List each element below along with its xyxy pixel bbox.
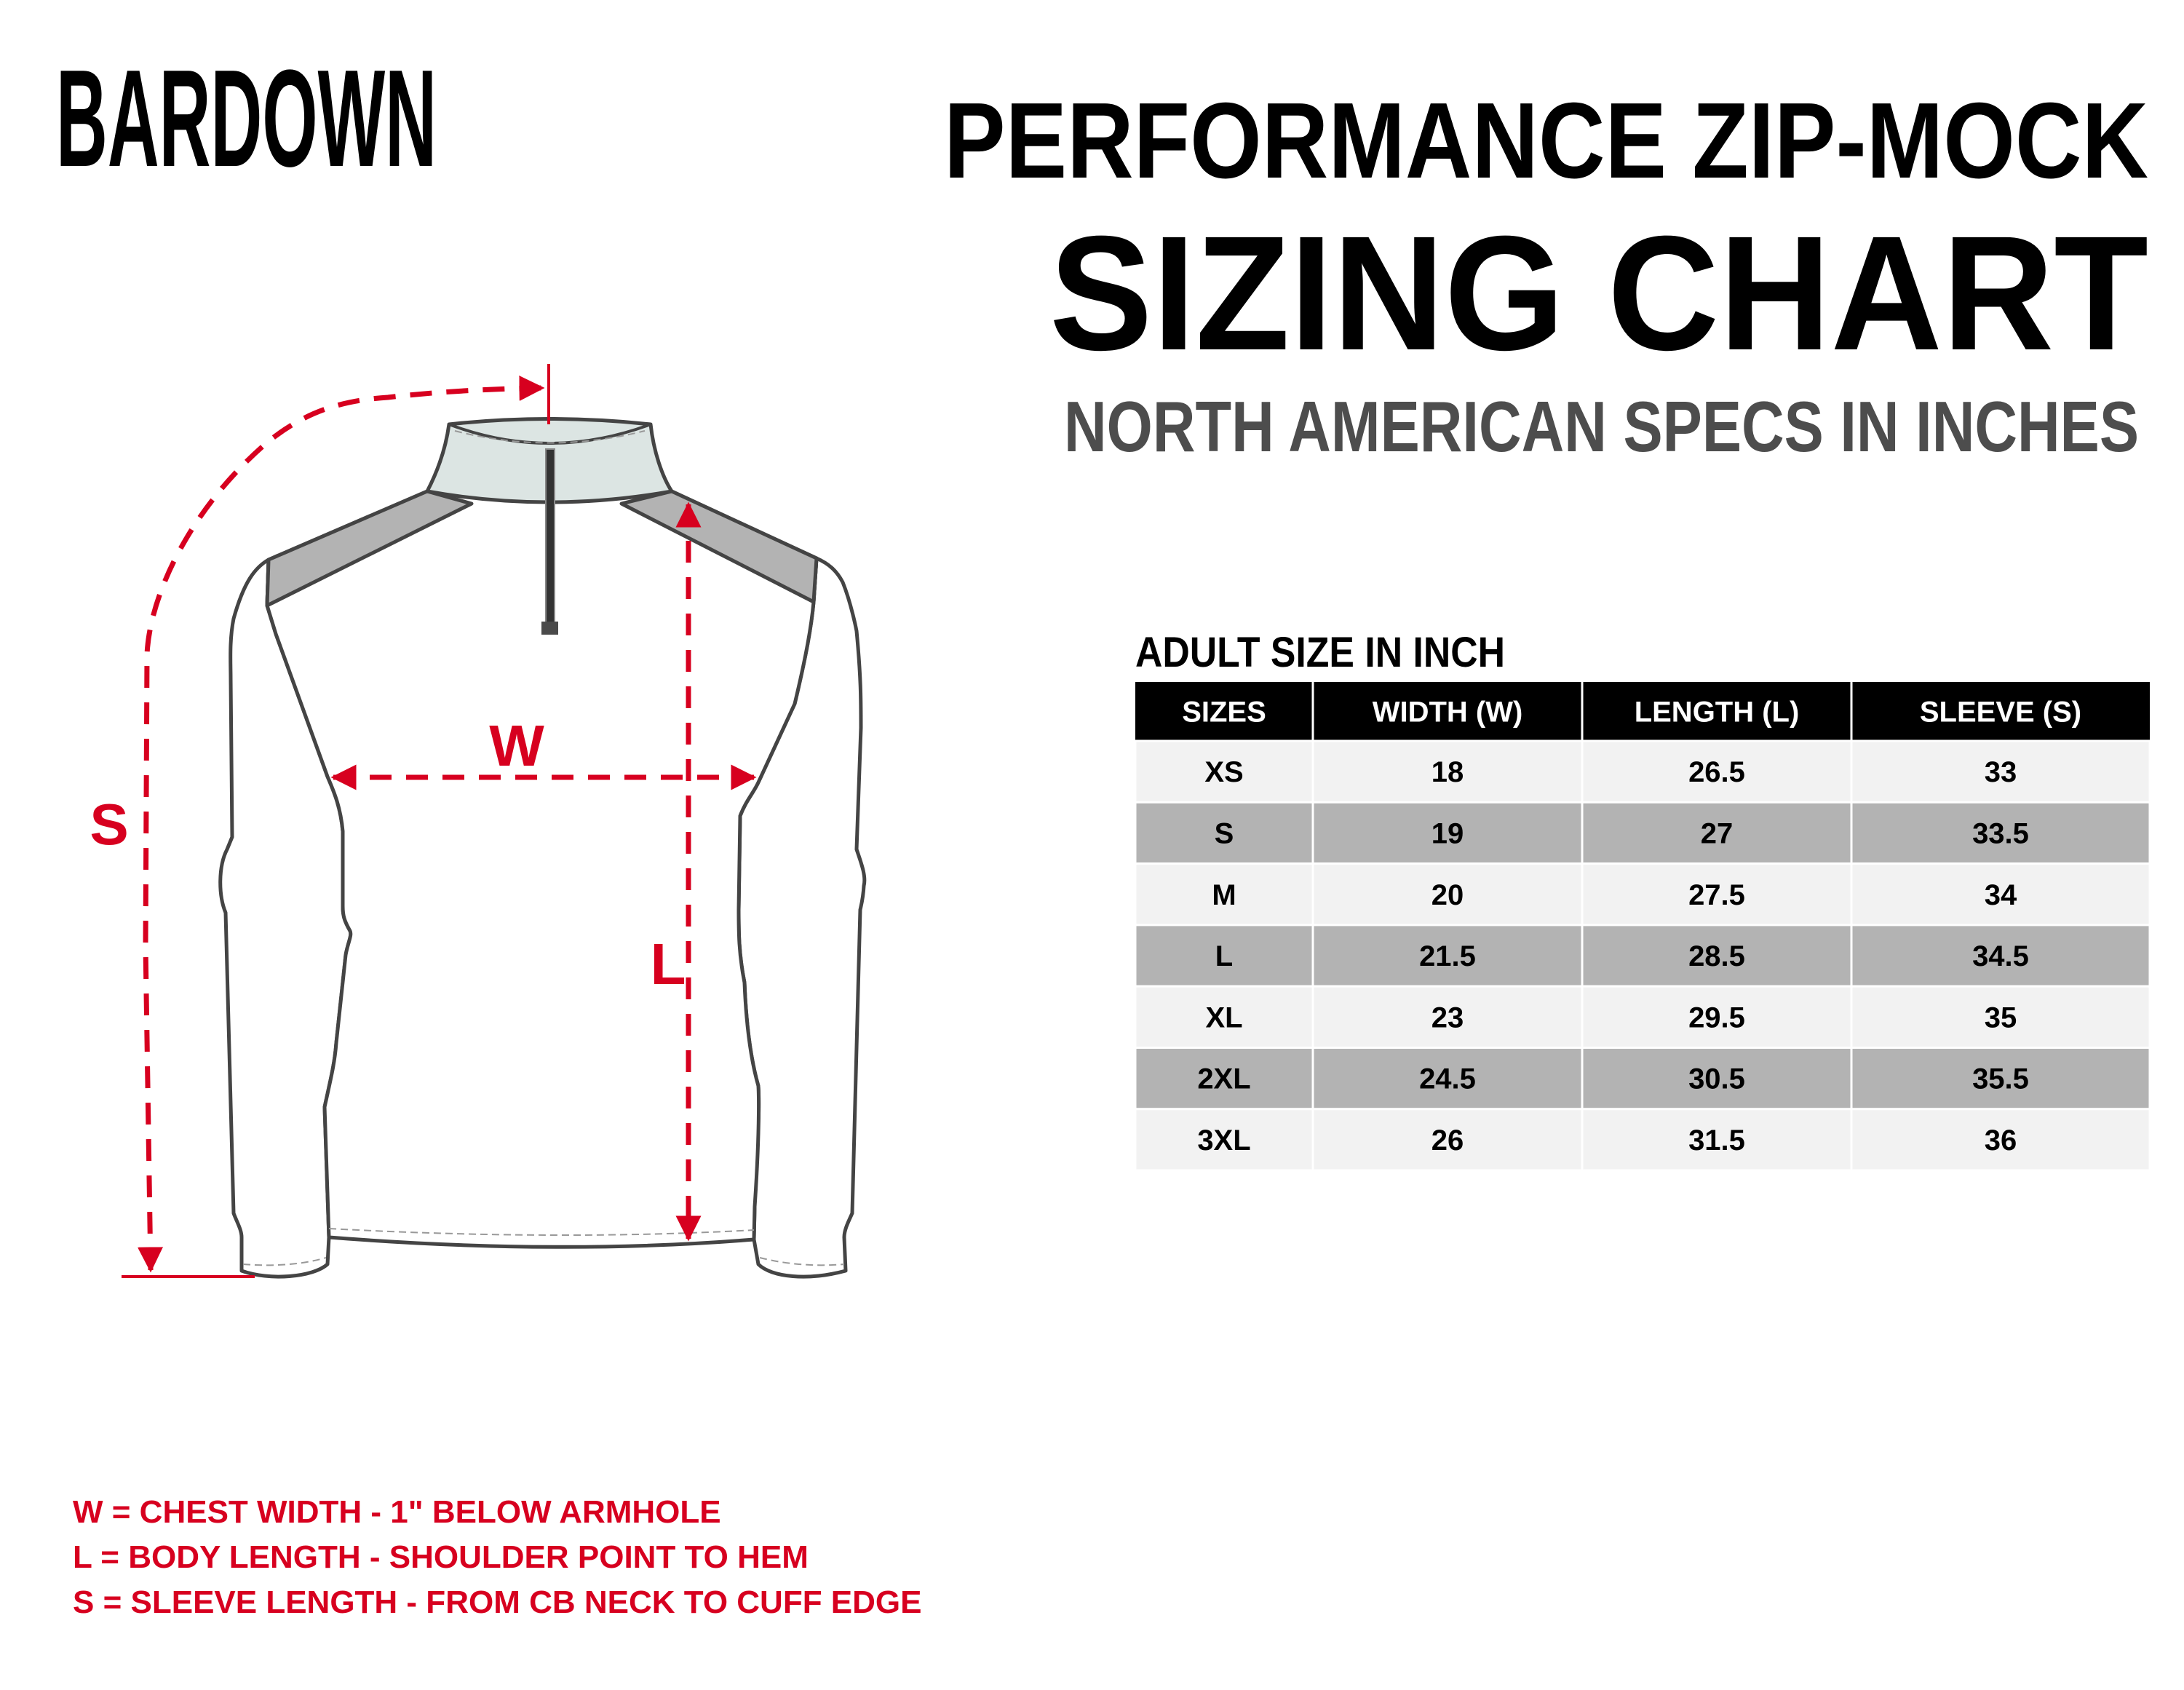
zipper-pull-icon <box>541 622 558 635</box>
measurement-value: 19 <box>1431 817 1464 849</box>
measurement-value: 26.5 <box>1688 756 1745 788</box>
header-cell <box>1582 682 1851 741</box>
measurement-value: 34.5 <box>1972 940 2029 972</box>
measurement-value: 34 <box>1985 879 2017 911</box>
legend-item-sleeve: S = SLEEVE LENGTH - FROM CB NECK TO CUFF… <box>73 1584 922 1620</box>
measurement-value: 20 <box>1431 879 1464 911</box>
table-header-row: SIZES WIDTH (W) LENGTH (L) SLEEVE (S) <box>1135 682 2150 741</box>
size-label: 2XL <box>1197 1063 1250 1095</box>
table-cell <box>1581 924 1853 988</box>
measurement-value: 24.5 <box>1419 1063 1476 1095</box>
brand-logo: BARDOWN <box>56 41 437 196</box>
table-row: L 21.5 28.5 34.5 <box>1134 924 2151 988</box>
table-row: XL 23 29.5 35 <box>1134 985 2151 1049</box>
measurement-value: 30.5 <box>1688 1063 1745 1095</box>
table-cell <box>1850 739 2151 804</box>
measurement-guides: W L S <box>90 364 757 1278</box>
page-title: SIZING CHART <box>1049 202 2148 384</box>
measurement-value: 35 <box>1985 1001 2017 1034</box>
sleeve-label: S <box>90 792 128 857</box>
table-cell <box>1134 1108 1314 1172</box>
measurement-value: 18 <box>1431 756 1464 788</box>
length-label: L <box>651 932 686 996</box>
measurement-legend: W = CHEST WIDTH - 1" BELOW ARMHOLE L = B… <box>73 1494 922 1620</box>
table-cell <box>1850 801 2151 865</box>
column-header: SIZES <box>1182 697 1266 729</box>
legend-item-length: L = BODY LENGTH - SHOULDER POINT TO HEM <box>73 1539 809 1575</box>
header-cell <box>1313 682 1582 741</box>
measurement-value: 33.5 <box>1972 817 2029 849</box>
header-cell <box>1851 682 2150 741</box>
table-row: S 19 27 33.5 <box>1134 801 2151 865</box>
table-cell <box>1581 739 1853 804</box>
table-row: M 20 27.5 34 <box>1134 862 2151 927</box>
table-row: XS 18 26.5 33 <box>1134 739 2151 804</box>
measurement-value: 36 <box>1985 1124 2017 1157</box>
jersey-body <box>265 489 819 1249</box>
table-cell <box>1850 1047 2151 1111</box>
measurement-value: 35.5 <box>1972 1063 2029 1095</box>
table-cell <box>1581 801 1853 865</box>
zipper <box>545 448 555 624</box>
table-caption: ADULT SIZE IN INCH <box>1135 629 1505 676</box>
table-cell <box>1850 1108 2151 1172</box>
table-cell <box>1581 862 1853 927</box>
column-header: WIDTH (W) <box>1373 697 1523 729</box>
measurement-value: 29.5 <box>1688 1001 1745 1034</box>
measurement-value: 26 <box>1431 1124 1464 1157</box>
measurement-value: 28.5 <box>1688 940 1745 972</box>
size-label: 3XL <box>1197 1124 1250 1157</box>
table-cell <box>1850 985 2151 1049</box>
measurement-value: 33 <box>1985 756 2017 788</box>
column-header: SLEEVE (S) <box>1920 697 2081 729</box>
legend-item-width: W = CHEST WIDTH - 1" BELOW ARMHOLE <box>73 1494 721 1530</box>
table-cell <box>1134 862 1314 927</box>
column-header: LENGTH (L) <box>1635 697 1800 729</box>
table-row: 3XL 26 31.5 36 <box>1134 1108 2151 1172</box>
width-label: W <box>489 713 544 778</box>
measurement-value: 23 <box>1431 1001 1464 1034</box>
table-cell <box>1311 1047 1584 1111</box>
header-cell <box>1135 682 1313 741</box>
page-subtitle: NORTH AMERICAN SPECS IN INCHES <box>1064 386 2139 467</box>
measurement-value: 27.5 <box>1688 879 1745 911</box>
size-label: S <box>1215 817 1234 849</box>
size-label: L <box>1215 940 1233 972</box>
product-name: PERFORMANCE ZIP-MOCK <box>944 81 2148 201</box>
table-cell <box>1311 1108 1584 1172</box>
size-label: XL <box>1205 1001 1242 1034</box>
right-cuff-seam <box>759 1257 845 1266</box>
table-cell <box>1581 1108 1853 1172</box>
size-table: SIZES WIDTH (W) LENGTH (L) SLEEVE (S) XS 18 26… <box>1134 682 2151 1172</box>
table-cell <box>1134 924 1314 988</box>
table-cell <box>1311 801 1584 865</box>
measurement-value: 27 <box>1701 817 1734 849</box>
measurement-value: 21.5 <box>1419 940 1476 972</box>
table-cell <box>1134 801 1314 865</box>
right-shoulder-panel <box>619 489 819 604</box>
measurement-value: 31.5 <box>1688 1124 1745 1157</box>
sleeve-measure-line <box>138 375 545 1273</box>
table-row: 2XL 24.5 30.5 35.5 <box>1134 1047 2151 1111</box>
zip-mock-garment-illustration <box>218 417 867 1279</box>
size-label: M <box>1212 879 1236 911</box>
size-label: XS <box>1204 756 1243 788</box>
